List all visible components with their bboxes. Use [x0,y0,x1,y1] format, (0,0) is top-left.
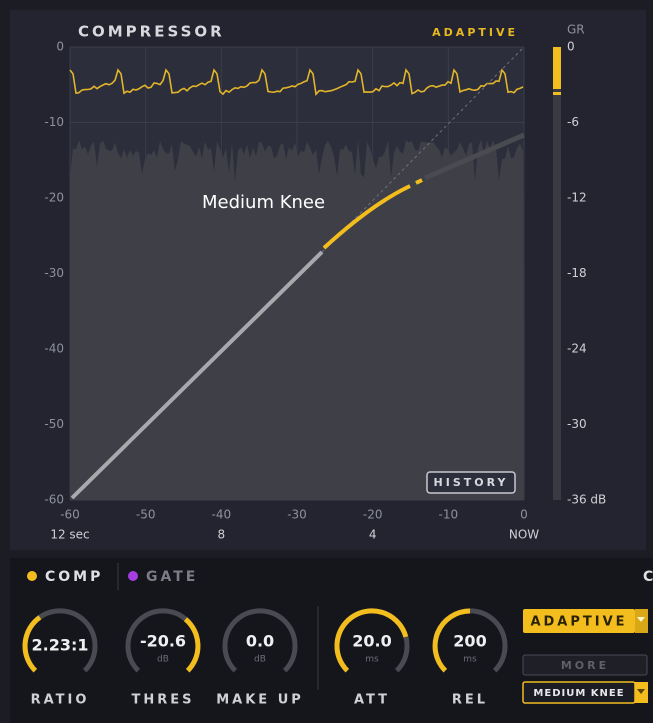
x-label: -20 [363,508,383,522]
knee-arrow[interactable] [637,689,645,694]
x-label: 0 [520,508,528,522]
knob-value-arc[interactable] [334,608,409,673]
gr-meter-level [553,47,561,89]
y-label: -30 [44,266,64,280]
knob-value: 200 [453,632,486,651]
time-label: NOW [509,528,539,542]
knee-end [415,178,423,185]
meter-label: -6 [567,115,579,129]
y-label: -60 [44,493,64,507]
comp-indicator [27,571,37,581]
adaptive-button-label[interactable]: ADAPTIVE [530,615,627,630]
more-button-label[interactable]: MORE [561,659,609,672]
y-label: -10 [44,115,64,129]
knob-unit: ms [365,655,379,665]
knob-track[interactable] [222,608,298,673]
y-label: -40 [44,342,64,356]
time-label: 4 [369,528,377,542]
adaptive-button[interactable] [523,609,635,633]
knob-unit: dB [157,655,169,665]
knob-value: -20.6 [140,632,186,651]
gr-label: GR [567,23,585,37]
meter-label: -12 [567,191,587,205]
cut-tab[interactable]: C [643,569,653,585]
knob-value-arc[interactable] [432,608,471,673]
time-label: 8 [218,528,226,542]
gate-tab[interactable]: GATE [146,569,198,585]
knob-label: MAKE UP [216,693,304,708]
gate-indicator [128,571,138,581]
history-button[interactable] [426,471,516,494]
knob-value: 20.0 [352,632,391,651]
meter-label: -36 dB [567,493,606,507]
gain-history [69,68,524,96]
adaptive-arrow[interactable] [637,617,645,622]
x-label: -40 [212,508,232,522]
knob-label: ATT [354,693,390,708]
knob-label: REL [452,693,488,708]
knee-dropdown-label[interactable]: MEDIUM KNEE [533,688,624,699]
transfer-curve-linear [70,250,324,500]
knob-label: THRES [131,693,194,708]
transfer-curve-compressed [424,132,525,181]
gr-meter [553,47,561,500]
y-label: -20 [44,191,64,205]
title: COMPRESSOR [78,23,225,41]
knob-value: 2.23:1 [31,636,88,655]
knob-value: 0.0 [246,632,274,651]
y-label: -50 [44,417,64,431]
more-button[interactable] [522,654,648,676]
gr-meter-peak [553,92,561,95]
meter-label: -18 [567,266,587,280]
knob-value-arc[interactable] [22,615,42,673]
y-label: 0 [56,40,64,54]
history-button-label[interactable]: HISTORY [434,476,509,489]
x-label: -10 [439,508,459,522]
x-label: -50 [136,508,156,522]
comp-tab[interactable]: COMP [45,569,103,585]
meter-label: -30 [567,417,587,431]
knob-label: RATIO [31,693,90,708]
time-label: 12 sec [50,528,89,542]
meter-label: -24 [567,342,587,356]
knob-unit: dB [254,655,266,665]
knee-annotation: Medium Knee [202,192,325,213]
transfer-curve-knee [322,184,411,250]
meter-label: 0 [567,40,575,54]
x-label: -30 [287,508,307,522]
knobs: 2.23:1 RATIO -20.6 dB THRES 0.0 dB MAKE UP 20.0 m… [22,608,508,708]
knob-unit: ms [463,655,477,665]
input-history [70,140,524,500]
mode-label: ADAPTIVE [432,26,518,39]
x-label: -60 [60,508,80,522]
knob-value-arc[interactable] [183,617,201,673]
